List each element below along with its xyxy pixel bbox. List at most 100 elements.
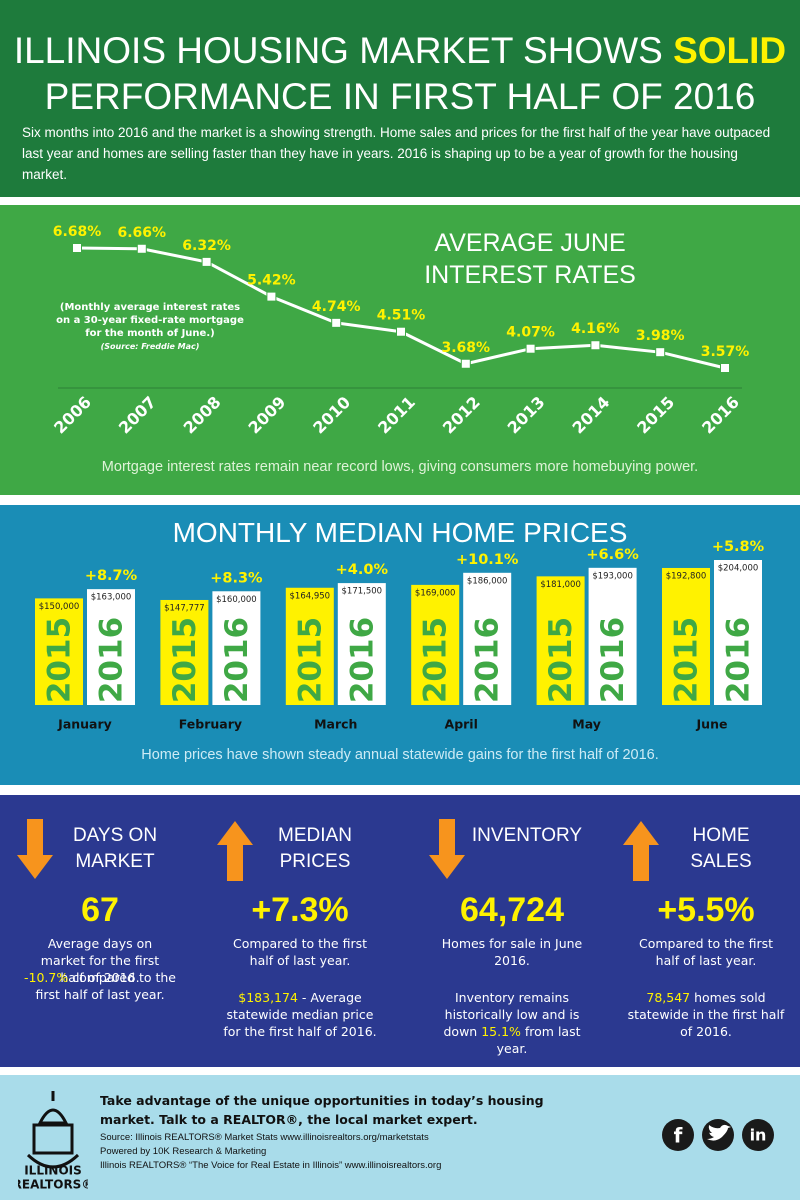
stat-text: Homes for sale in June 2016. — [441, 936, 583, 968]
stat-value: 67 — [81, 891, 119, 929]
value-label: $147,777 — [164, 603, 205, 613]
value-label: 4.16% — [571, 321, 620, 337]
stat-text: Compared to the first half of last year. — [232, 936, 368, 968]
twitter-bird — [707, 1124, 731, 1141]
value-label: $150,000 — [39, 602, 80, 612]
logo-text: REALTORS® — [18, 1178, 88, 1192]
note-text: - Average statewide median price for the… — [223, 990, 377, 1039]
chart-note: (Monthly average interest rates on a 30-… — [55, 301, 245, 353]
value-label: $169,000 — [415, 588, 456, 598]
value-label: 5.42% — [247, 273, 296, 289]
series-label: 2016 — [219, 617, 255, 703]
x-tick-label: 2011 — [374, 393, 419, 438]
x-tick-label: 2015 — [633, 393, 678, 438]
bar — [87, 589, 135, 705]
title: ILLINOIS HOUSING MARKET SHOWS SOLID PERF… — [0, 28, 800, 120]
stat-icon — [429, 819, 465, 879]
bar-chart: $150,000 2015 $163,000 2016 +8.7% January $147… — [35, 539, 765, 732]
credit-line: Powered by 10K Research & Marketing — [100, 1146, 267, 1157]
highlight-text: 15.1% — [481, 1024, 521, 1039]
series-label: 2016 — [344, 617, 380, 703]
value-label: $193,000 — [592, 571, 633, 581]
bar — [714, 560, 762, 705]
rate-point — [266, 291, 277, 302]
series-label: 2015 — [543, 617, 579, 703]
value-label: $160,000 — [216, 595, 257, 605]
prices-section: $150,000 2015 $163,000 2016 +8.7% January $147… — [0, 505, 800, 785]
x-tick-label: 2007 — [115, 393, 160, 438]
logo: ILLINOIS REALTORS® — [18, 1091, 88, 1192]
x-tick-label: 2008 — [180, 393, 225, 438]
value-label: $163,000 — [91, 593, 132, 603]
bar — [662, 567, 710, 705]
change-label: +10.1% — [456, 552, 519, 568]
intro: Six months into 2016 and the market is a… — [22, 125, 771, 182]
rate-point — [201, 256, 212, 267]
value-label: 4.07% — [506, 325, 555, 341]
highlight-text: 78,547 — [646, 990, 691, 1005]
x-tick-label: March — [314, 717, 357, 732]
stat-value: +7.3% — [251, 891, 349, 929]
rate-point — [72, 243, 82, 253]
series-label: 2015 — [42, 617, 78, 703]
value-label: 3.98% — [636, 328, 685, 344]
series-label: 2015 — [418, 617, 454, 703]
chart-title: MONTHLY MEDIAN HOME PRICES — [172, 517, 628, 548]
title-text: ILLINOIS HOUSING MARKET SHOWS — [13, 30, 663, 71]
facebook-label: f — [674, 1124, 683, 1148]
linkedin-label: in — [750, 1126, 767, 1145]
rate-point — [720, 363, 730, 373]
x-tick-label: 2016 — [698, 393, 743, 438]
series-label: 2016 — [721, 617, 757, 703]
value-label: $181,000 — [540, 580, 581, 590]
linkedin-icon[interactable] — [742, 1119, 774, 1151]
interest-section: 6.68% 2006 6.66% 2007 6.32% 2008 5.42% 2009 4.74… — [0, 205, 800, 495]
stats-section: DAYS ON MARKET 67 Average days on market f… — [0, 795, 800, 1067]
rate-point — [525, 343, 536, 354]
note-text: Inventory remains historically low and i… — [443, 990, 580, 1039]
change-label: +4.0% — [336, 562, 389, 578]
stat-icon — [217, 821, 253, 881]
x-tick-label: February — [179, 717, 242, 732]
note-text: from last year. — [496, 1024, 581, 1056]
footer: ILLINOIS REALTORS® Take advantage of the… — [0, 1075, 800, 1200]
bar — [160, 599, 209, 705]
bar — [337, 583, 386, 705]
change-label: +6.6% — [586, 547, 639, 563]
highlight-text: -10.7% — [24, 970, 69, 985]
x-tick-label: 2012 — [439, 393, 484, 438]
chart-title: AVERAGE JUNE INTEREST RATES — [424, 229, 636, 289]
value-label: 4.74% — [312, 299, 361, 315]
stat-title: MEDIAN PRICES — [278, 825, 352, 872]
x-tick-label: 2009 — [244, 393, 289, 438]
social-icons: f in — [662, 1119, 774, 1151]
stat-text: Compared to the first half of last year. — [638, 936, 774, 968]
note-text: (Monthly average interest rates on a 30-… — [56, 302, 244, 339]
bar — [411, 584, 460, 705]
stat-note: 78,547 homes sold statewide in the first… — [624, 989, 788, 1040]
x-tick-label: 2013 — [504, 393, 549, 438]
logo-icon — [32, 1091, 74, 1155]
note-text: homes sold statewide in the first half o… — [627, 990, 785, 1039]
value-label: $192,800 — [666, 571, 707, 581]
credits: Source: Illinois REALTORS® Market Stats … — [100, 1131, 620, 1173]
facebook-icon[interactable] — [662, 1119, 694, 1151]
value-label: 3.57% — [701, 344, 750, 360]
rate-point — [136, 243, 147, 254]
value-label: $171,500 — [342, 587, 383, 597]
stat-note: -10.7% compared to the first half of las… — [18, 969, 182, 1003]
stat-text: Average days on market for the first hal… — [40, 936, 160, 985]
credit-line: Source: Illinois REALTORS® Market Stats … — [100, 1132, 429, 1143]
stat-icon — [623, 821, 659, 881]
rate-point — [460, 358, 471, 369]
header: ILLINOIS HOUSING MARKET SHOWS SOLID PERF… — [0, 0, 800, 197]
stat-title: DAYS ON MARKET — [72, 825, 158, 872]
rate-point — [331, 317, 342, 328]
stat-value: 64,724 — [460, 891, 564, 929]
series-label: 2015 — [292, 617, 328, 703]
rate-point — [590, 340, 601, 351]
x-tick-label: 2014 — [568, 393, 613, 438]
series-label: 2015 — [669, 617, 705, 703]
bar — [285, 587, 334, 705]
